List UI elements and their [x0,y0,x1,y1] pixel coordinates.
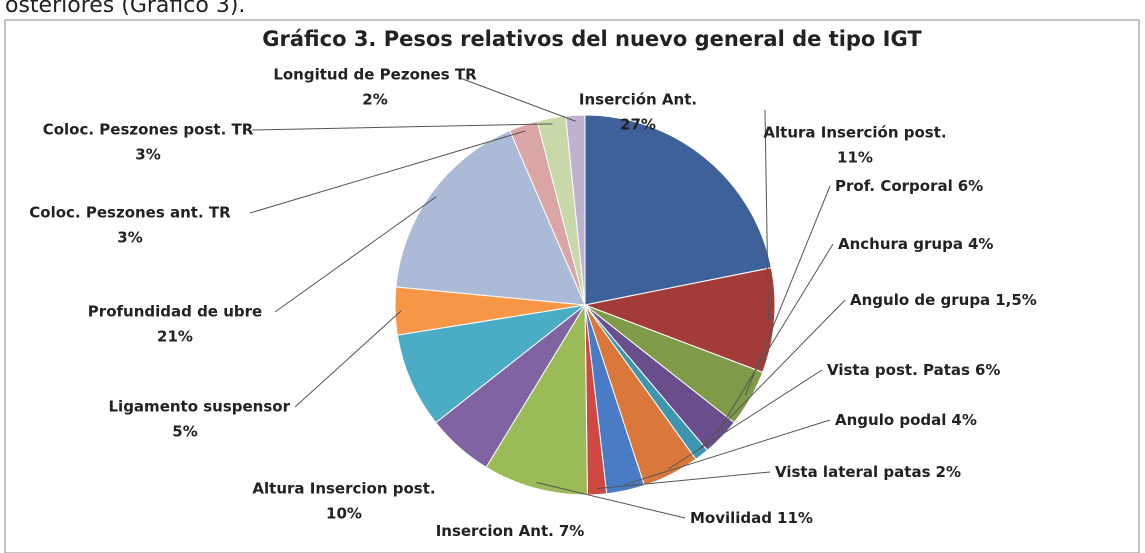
slice-label: Altura Insercion post. [252,480,435,498]
leader-line [459,77,576,122]
slice-label: Vista post. Patas [827,361,970,379]
leader-line [251,123,553,131]
slice-value-label: 2% [362,91,387,109]
pie-slice [396,304,587,424]
slice-label-group: Angulo de grupa 1,5% [850,291,1037,309]
leader-line [697,299,846,451]
slice-value-label: 4% [951,411,976,429]
slice-value-label: 3% [117,229,142,247]
leader-line [596,471,771,490]
chart-title: Gráfico 3. Pesos relativos del nuevo gen… [262,27,922,51]
slice-label: Insercion Ant. [436,522,554,540]
pie-slice [485,303,588,496]
slice-value-label: 21% [157,328,193,346]
pie-slice [565,114,586,306]
slice-label: Altura Inserción post. [763,124,946,142]
slice-value-label: 11% [837,149,873,167]
leader-line [716,243,834,434]
slice-label-group: Insercion Ant. 7% [436,522,585,540]
leader-line [249,130,526,214]
pie-slice [395,129,586,306]
slice-label: Longitud de Pezones TR [273,66,477,84]
slice-label: Coloc. Peszones post. TR [43,121,254,139]
slice-value-label: 2% [936,463,961,481]
slice-label: Coloc. Peszones ant. TR [29,204,231,222]
leader-line [624,419,831,486]
page-text: osteriores (Gráfico 3). [5,0,245,18]
leader-line [274,196,437,313]
slice-label: Profundidad de ubre [88,303,262,321]
slice-value-label: 1,5% [995,291,1037,309]
slice-label: Ligamento suspensor [109,398,291,416]
pie-slice [584,114,772,306]
slice-value-label: 5% [172,423,197,441]
slice-value-label: 10% [326,505,362,523]
slice-label: Angulo de grupa [850,291,990,309]
slice-label: Anchura grupa [838,235,963,253]
slice-value-label: 3% [135,146,160,164]
slice-label-group: Movilidad 11% [690,509,813,527]
leader-line [744,185,831,396]
slice-label-group: Angulo podal 4% [835,411,977,429]
slice-value-label: 4% [968,235,993,253]
slice-value-label: 11% [777,509,813,527]
slice-label: Prof. Corporal [835,177,953,195]
slice-label-group: Vista lateral patas 2% [775,463,961,481]
slice-label: Inserción Ant. [579,91,697,109]
slice-label-group: Prof. Corporal 6% [835,177,983,195]
slice-label: Movilidad [690,509,772,527]
slice-value-label: 6% [975,361,1000,379]
leader-line [536,481,686,519]
slice-value-label: 27% [620,116,656,134]
slice-value-label: 6% [958,177,983,195]
leader-line [294,310,402,408]
pie-slice [583,267,776,374]
leader-line [668,369,823,470]
slice-label: Vista lateral patas [775,463,931,481]
slice-value-label: 7% [559,522,584,540]
slice-label-group: Anchura grupa 4% [838,235,993,253]
leader-line [764,109,769,321]
slice-label-group: Vista post. Patas 6% [827,361,1000,379]
slice-label: Angulo podal [835,411,946,429]
